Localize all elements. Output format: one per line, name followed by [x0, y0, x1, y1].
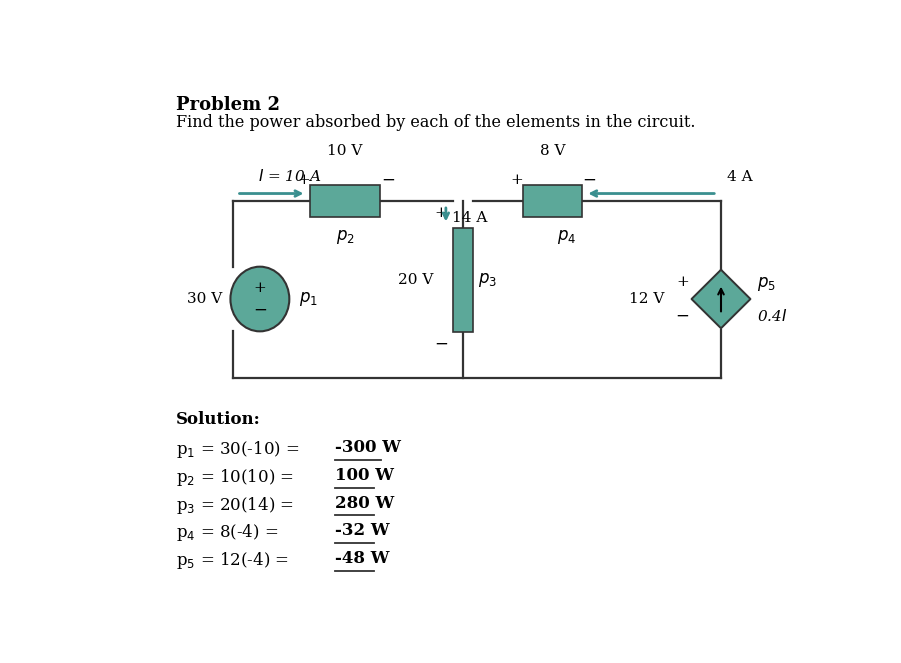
Text: Find the power absorbed by each of the elements in the circuit.: Find the power absorbed by each of the e… — [177, 114, 696, 131]
Text: −: − — [381, 171, 395, 188]
Bar — [453, 228, 473, 332]
Text: $p_5$: $p_5$ — [757, 274, 776, 292]
Text: Solution:: Solution: — [177, 412, 261, 428]
Text: -32 W: -32 W — [335, 522, 389, 539]
Bar — [523, 185, 581, 217]
Bar — [310, 185, 380, 217]
Text: +: + — [435, 206, 448, 221]
Text: 20 V: 20 V — [398, 273, 433, 287]
Text: p$_5$ = 12(-4) =: p$_5$ = 12(-4) = — [177, 550, 291, 571]
Text: 4 A: 4 A — [727, 170, 753, 184]
Text: 10 V: 10 V — [327, 144, 363, 158]
Text: +: + — [253, 281, 267, 295]
Text: 12 V: 12 V — [629, 292, 664, 306]
Text: −: − — [253, 301, 267, 318]
Text: p$_2$ = 10(10) =: p$_2$ = 10(10) = — [177, 467, 296, 488]
Text: p$_3$ = 20(14) =: p$_3$ = 20(14) = — [177, 495, 296, 516]
Text: −: − — [434, 335, 448, 352]
Text: -300 W: -300 W — [335, 439, 401, 456]
Text: p$_4$ = 8(-4) =: p$_4$ = 8(-4) = — [177, 522, 280, 543]
Text: p$_1$ = 30(-10) =: p$_1$ = 30(-10) = — [177, 439, 302, 460]
Text: $p_2$: $p_2$ — [336, 228, 355, 246]
Text: 100 W: 100 W — [335, 467, 394, 484]
Text: $p_4$: $p_4$ — [557, 228, 576, 246]
Text: 8 V: 8 V — [540, 144, 565, 158]
Text: $p_3$: $p_3$ — [478, 271, 497, 289]
Text: +: + — [676, 275, 688, 289]
Text: Problem 2: Problem 2 — [177, 95, 280, 114]
Text: $I$ = 10 A: $I$ = 10 A — [258, 168, 321, 184]
Text: −: − — [582, 171, 596, 188]
Text: −: − — [676, 308, 689, 324]
Text: 30 V: 30 V — [187, 292, 223, 306]
Ellipse shape — [231, 267, 289, 332]
Text: 280 W: 280 W — [335, 495, 395, 512]
Text: +: + — [510, 172, 523, 187]
Text: $p_1$: $p_1$ — [298, 290, 317, 308]
Text: 14 A: 14 A — [452, 211, 487, 225]
Text: -48 W: -48 W — [335, 550, 389, 567]
Text: 0.4$I$: 0.4$I$ — [757, 308, 787, 324]
Polygon shape — [692, 270, 751, 328]
Text: +: + — [297, 172, 310, 187]
